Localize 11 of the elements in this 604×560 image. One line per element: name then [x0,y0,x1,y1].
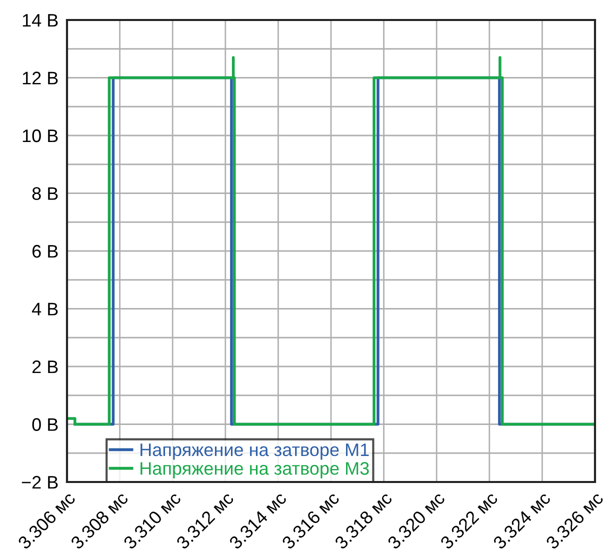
y-tick-label: 14 В [22,14,58,27]
legend-label: Напряжение на затворе M3 [140,462,369,478]
y-tick-label: 6 В [32,244,58,258]
y-tick-label: −2 В [22,476,58,489]
y-tick-label: 2 В [32,360,58,374]
y-tick-label: 0 В [32,418,58,431]
y-tick-label: 8 В [32,187,58,200]
y-tick-label: 4 В [32,302,58,316]
legend-label: Напряжение на затворе M1 [140,444,369,460]
y-tick-label: 10 В [22,129,58,142]
y-tick-label: 12 В [22,72,58,84]
